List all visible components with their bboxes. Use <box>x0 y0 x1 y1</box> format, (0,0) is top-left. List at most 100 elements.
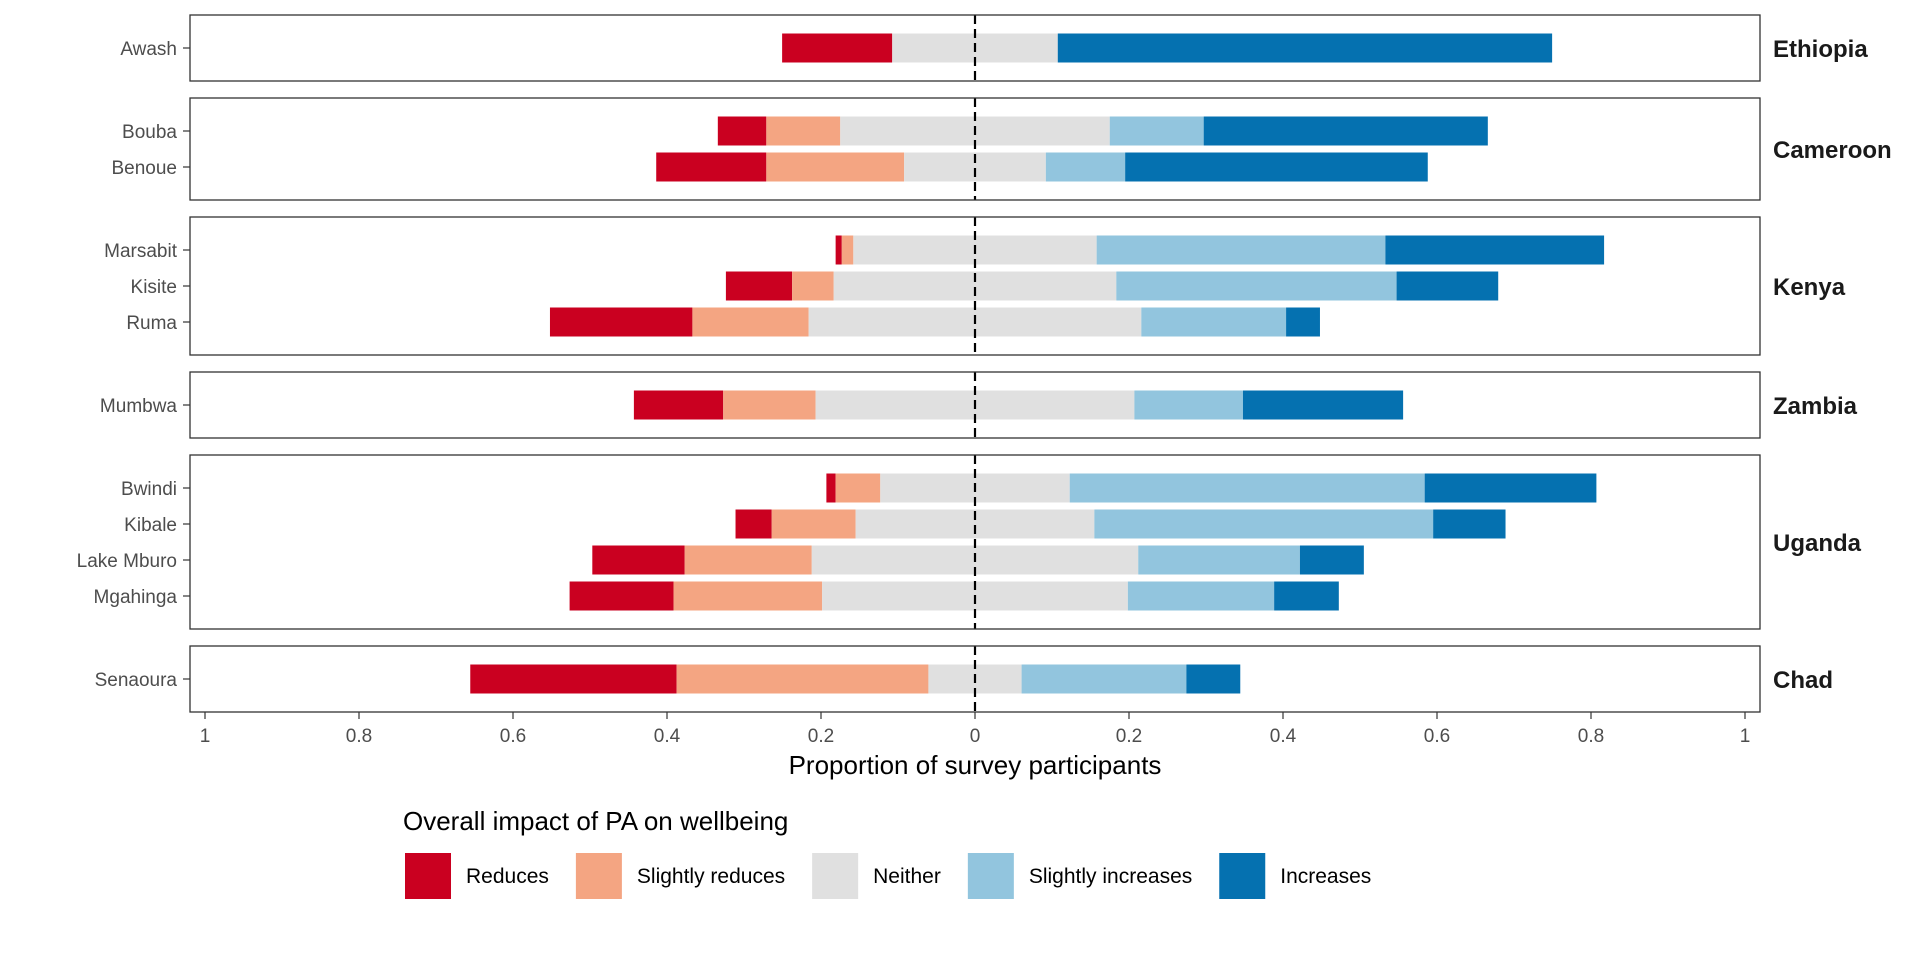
bar-senaoura-slightly-increases <box>1021 664 1187 694</box>
y-tick-label: Kibale <box>124 515 177 536</box>
panel-border <box>189 454 1761 630</box>
bar-bouba-slightly-increases <box>1109 116 1204 146</box>
bar-ruma-slightly-increases <box>1141 307 1287 337</box>
bar-kibale-increases <box>1433 509 1506 539</box>
bar-kibale-slightly-reduces <box>771 509 856 539</box>
bar-bwindi-increases <box>1424 473 1597 503</box>
x-tick-label: 0.2 <box>808 726 834 747</box>
panel-border <box>189 97 1761 201</box>
y-tick-label: Bwindi <box>121 479 177 500</box>
bar-awash-increases <box>1057 33 1553 63</box>
bar-marsabit-slightly-increases <box>1096 235 1386 265</box>
bar-benoue-slightly-reduces <box>766 152 905 182</box>
facet-label-chad: Chad <box>1773 667 1833 694</box>
facet-panel-kenya: Marsabit Kisite Ruma Kenya <box>104 216 1846 356</box>
x-tick-label: 0.8 <box>1578 726 1604 747</box>
x-tick-label: 1 <box>200 726 211 747</box>
bar-ruma-slightly-reduces <box>692 307 809 337</box>
bar-bouba-reduces <box>717 116 767 146</box>
bar-lake-mburo-slightly-reduces <box>684 545 812 575</box>
x-tick-label: 0.8 <box>346 726 372 747</box>
facet-label-uganda: Uganda <box>1773 530 1862 557</box>
legend-key-reduces <box>405 853 451 899</box>
y-tick-label: Marsabit <box>104 241 178 262</box>
x-tick-label: 0.4 <box>654 726 681 747</box>
facet-panel-cameroon: Bouba Benoue Cameroon <box>111 97 1892 201</box>
bar-mgahinga-reduces <box>569 581 674 611</box>
y-tick-label: Mgahinga <box>94 587 178 608</box>
bar-kibale-slightly-increases <box>1094 509 1434 539</box>
panel-border <box>189 14 1761 82</box>
legend-label-neither: Neither <box>873 865 941 888</box>
y-tick-label: Lake Mburo <box>77 551 177 572</box>
x-tick-label: 0 <box>970 726 981 747</box>
bar-ruma-reduces <box>549 307 693 337</box>
y-tick-label: Bouba <box>122 122 177 143</box>
bar-bouba-slightly-reduces <box>766 116 841 146</box>
bar-kisite-slightly-reduces <box>792 271 834 301</box>
facet-label-cameroon: Cameroon <box>1773 137 1892 164</box>
facet-panel-ethiopia: Awash Ethiopia <box>120 14 1868 82</box>
bar-mumbwa-slightly-reduces <box>723 390 816 420</box>
legend-label-slightly-increases: Slightly increases <box>1029 865 1192 888</box>
bar-bwindi-slightly-increases <box>1069 473 1425 503</box>
legend-label-slightly-reduces: Slightly reduces <box>637 865 785 888</box>
legend-label-reduces: Reduces <box>466 865 549 888</box>
x-tick-label: 0.2 <box>1116 726 1142 747</box>
facet-label-kenya: Kenya <box>1773 274 1846 301</box>
y-tick-label: Benoue <box>111 158 177 179</box>
y-tick-label: Kisite <box>131 277 177 298</box>
bar-mgahinga-increases <box>1274 581 1339 611</box>
x-tick-label: 1 <box>1740 726 1751 747</box>
legend-title: Overall impact of PA on wellbeing <box>403 806 788 836</box>
bar-senaoura-slightly-reduces <box>676 664 929 694</box>
legend-key-slightly-reduces <box>575 853 622 899</box>
bar-mgahinga-slightly-reduces <box>673 581 823 611</box>
panel-border <box>189 216 1761 356</box>
legend-key-slightly-increases <box>967 853 1014 899</box>
bar-lake-mburo-slightly-increases <box>1138 545 1300 575</box>
bar-kisite-reduces <box>725 271 793 301</box>
bar-marsabit-increases <box>1385 235 1605 265</box>
legend: Overall impact of PA on wellbeing Reduces… <box>403 806 1371 899</box>
bar-bwindi-slightly-reduces <box>835 473 881 503</box>
bar-benoue-reduces <box>656 152 767 182</box>
x-tick-label: 0.4 <box>1270 726 1297 747</box>
bar-bwindi-reduces <box>826 473 836 503</box>
bar-marsabit-reduces <box>835 235 842 265</box>
y-tick-label: Awash <box>120 39 177 60</box>
bar-mgahinga-slightly-increases <box>1127 581 1275 611</box>
bar-benoue-slightly-increases <box>1045 152 1126 182</box>
y-tick-label: Senaoura <box>95 670 178 691</box>
bar-mumbwa-slightly-increases <box>1134 390 1243 420</box>
bar-mumbwa-increases <box>1242 390 1404 420</box>
y-tick-label: Mumbwa <box>100 396 178 417</box>
bar-benoue-increases <box>1125 152 1428 182</box>
bar-kisite-increases <box>1396 271 1499 301</box>
bar-awash-reduces <box>782 33 893 63</box>
facet-panel-uganda: Bwindi Kibale Lake Mburo Mgahinga Uganda <box>77 454 1862 630</box>
legend-key-neither <box>812 853 859 899</box>
bar-lake-mburo-reduces <box>592 545 685 575</box>
x-axis-title: Proportion of survey participants <box>789 750 1162 780</box>
bar-lake-mburo-increases <box>1299 545 1364 575</box>
y-tick-label: Ruma <box>126 313 177 334</box>
x-tick-label: 0.6 <box>500 726 526 747</box>
legend-label-increases: Increases <box>1280 865 1371 888</box>
facet-panel-chad: Senaoura Chad <box>95 645 1833 713</box>
x-tick-label: 0.6 <box>1424 726 1450 747</box>
facet-panel-zambia: Mumbwa Zambia <box>100 371 1858 439</box>
legend-key-increases <box>1219 853 1266 899</box>
bar-kisite-slightly-increases <box>1116 271 1397 301</box>
bar-bouba-increases <box>1203 116 1488 146</box>
bar-senaoura-reduces <box>470 664 677 694</box>
x-axis: 1 0.8 0.6 0.4 0.2 0 0.2 0.4 0.6 0.8 1 Proportion of… <box>200 712 1751 780</box>
panel-border <box>189 371 1761 439</box>
bar-senaoura-increases <box>1186 664 1241 694</box>
bar-kibale-reduces <box>735 509 772 539</box>
bar-marsabit-slightly-reduces <box>841 235 854 265</box>
bar-mumbwa-reduces <box>633 390 724 420</box>
bar-ruma-increases <box>1286 307 1320 337</box>
